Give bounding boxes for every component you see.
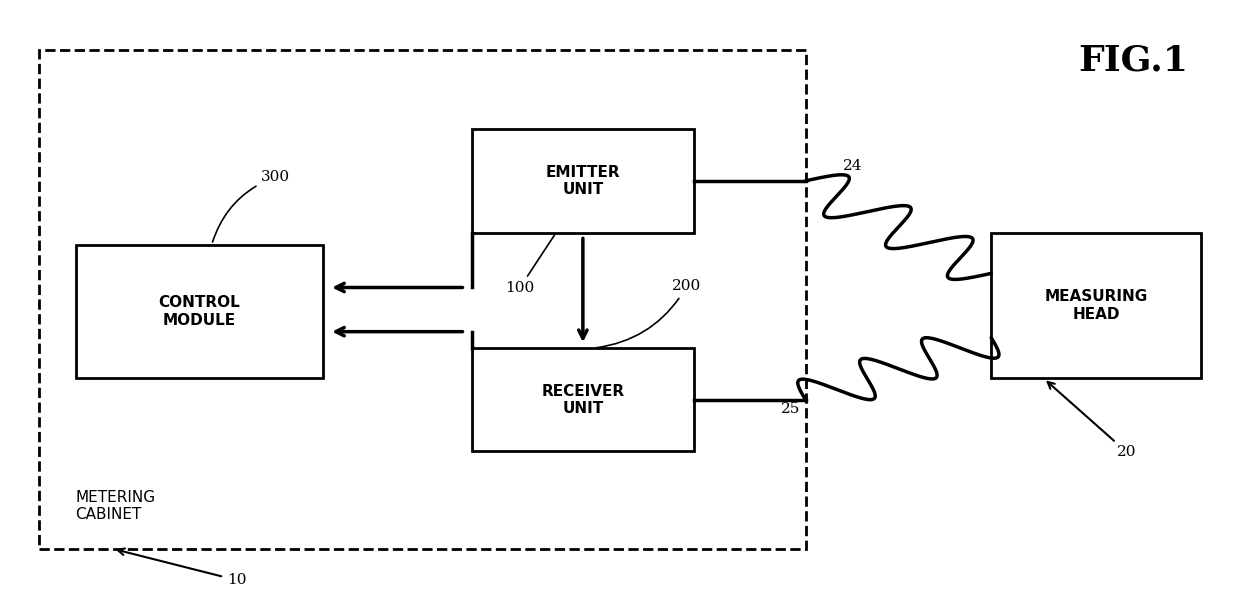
Text: 24: 24 [843, 159, 862, 173]
Text: EMITTER
UNIT: EMITTER UNIT [546, 164, 620, 197]
Bar [991, 233, 1202, 378]
Bar [76, 244, 324, 378]
Text: 10: 10 [118, 549, 247, 587]
Text: 25: 25 [781, 402, 800, 416]
Text: 200: 200 [596, 279, 701, 348]
Bar [471, 129, 694, 233]
Text: RECEIVER
UNIT: RECEIVER UNIT [542, 384, 625, 416]
Bar [471, 348, 694, 452]
Text: FIG.1: FIG.1 [1078, 44, 1188, 78]
Text: METERING
CABINET: METERING CABINET [76, 490, 156, 522]
Text: 20: 20 [1048, 382, 1137, 459]
Bar [38, 50, 806, 549]
Text: 100: 100 [505, 235, 554, 295]
Text: 300: 300 [212, 170, 290, 242]
Text: MEASURING
HEAD: MEASURING HEAD [1045, 289, 1148, 322]
Text: CONTROL
MODULE: CONTROL MODULE [159, 295, 241, 327]
